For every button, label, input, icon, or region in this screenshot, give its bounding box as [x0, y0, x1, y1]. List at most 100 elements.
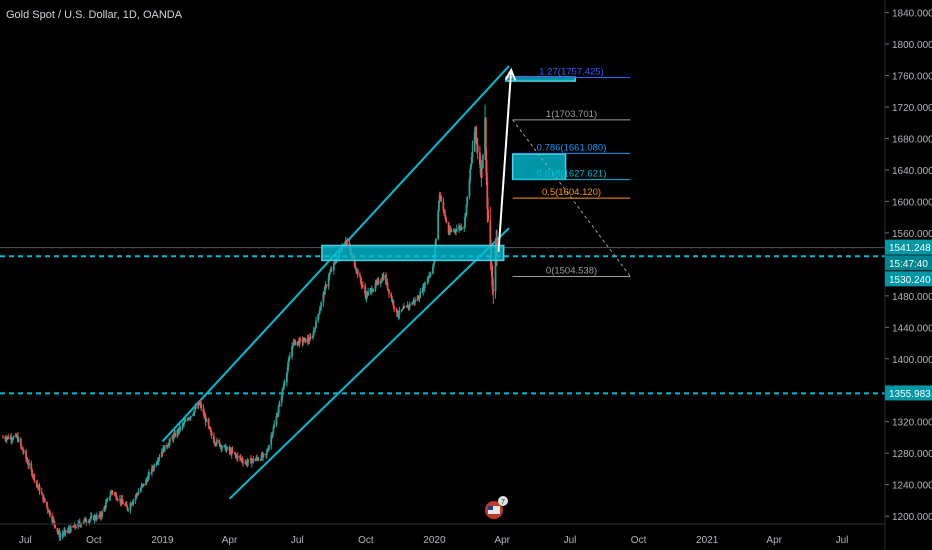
fib-label-4: 0.5(1604.120) [542, 187, 601, 198]
candle-body-10 [12, 436, 15, 440]
candle-body-261 [275, 416, 278, 425]
candle-body-17 [20, 445, 23, 448]
y-tick-label-6: 1440.000 [892, 323, 932, 334]
candle-body-159 [168, 441, 171, 446]
support-zone [321, 244, 505, 262]
candle-body-396 [416, 299, 419, 301]
candle-body-342 [359, 276, 362, 282]
candle-body-96 [103, 507, 106, 512]
candle-body-221 [233, 452, 236, 454]
candle-body-290 [304, 338, 307, 343]
candle-body-356 [374, 282, 377, 290]
candle-body-234 [246, 462, 249, 465]
candle-body-46 [51, 515, 54, 522]
candle-body-148 [157, 461, 159, 463]
candle-body-182 [192, 413, 195, 415]
candle-body-450 [471, 151, 474, 158]
candle-body-15 [17, 438, 20, 442]
rect-zones[interactable] [321, 76, 577, 262]
y-tick-label-0: 1200.000 [892, 512, 932, 523]
candle-body-79 [84, 518, 87, 522]
countdown-label: 15:47:40 [889, 259, 928, 270]
candle-body-23 [26, 460, 29, 464]
candle-body-277 [291, 345, 294, 347]
x-tick-label-3: Apr [222, 535, 238, 546]
fibonacci-levels[interactable]: 1.27(1757.425) 1(1703.701) 0.786(1661.080)… [512, 67, 631, 278]
candle-body-420 [440, 195, 443, 202]
fib-label-5: 0(1504.538) [546, 266, 597, 277]
candle-body-390 [408, 303, 411, 307]
candle-body-175 [184, 419, 187, 422]
candle-body-350 [367, 291, 370, 296]
candle-body-458 [480, 164, 483, 175]
candle-body-412 [432, 263, 435, 267]
candle-body-30 [33, 474, 36, 481]
candle-body-427 [448, 233, 451, 235]
candle-body-327 [344, 242, 346, 245]
candle-body-215 [226, 447, 229, 449]
candle-body-353 [370, 288, 373, 292]
candle-body-460 [481, 155, 484, 169]
candle-body-1 [4, 437, 7, 439]
candle-body-50 [54, 524, 57, 528]
candle-body-71 [77, 522, 80, 528]
candle-body-51 [56, 527, 59, 532]
price-tag-bg-0 [885, 239, 932, 255]
candle-body-118 [125, 504, 128, 507]
price-tag-2: 1355.983 [889, 389, 931, 400]
candle-body-82 [88, 519, 91, 522]
candle-body-243 [256, 457, 258, 459]
candle-body-358 [376, 281, 378, 283]
candle-body-35 [38, 485, 41, 492]
candle-body-267 [281, 389, 284, 397]
candle-body-214 [225, 448, 228, 452]
y-tick-label-16: 1840.000 [892, 9, 932, 20]
flag-icon[interactable]: 7 [485, 496, 508, 519]
candle-body-340 [356, 269, 359, 275]
candle-body-401 [421, 291, 424, 293]
candle-body-147 [156, 462, 159, 464]
candle-body-466 [489, 220, 492, 246]
candle-body-95 [101, 511, 103, 517]
candle-body-131 [139, 488, 142, 492]
projection-arrow[interactable] [497, 67, 517, 252]
candle-body-22 [25, 458, 28, 461]
candle-body-196 [207, 419, 210, 427]
candle-body-210 [221, 446, 223, 449]
candle-body-58 [63, 531, 65, 535]
candle-body-287 [302, 341, 305, 343]
candle-body-240 [252, 458, 255, 462]
candle-body-296 [312, 335, 314, 338]
candle-body-423 [443, 211, 446, 216]
candle-body-298 [313, 328, 316, 331]
candle-body-143 [151, 467, 154, 469]
candle-body-101 [108, 497, 111, 499]
candle-body-16 [19, 438, 22, 446]
candle-body-77 [83, 519, 86, 523]
candle-body-126 [134, 496, 137, 500]
candle-body-42 [46, 506, 49, 511]
candle-body-0 [2, 437, 4, 439]
candle-body-149 [157, 458, 160, 462]
candle-body-268 [282, 387, 285, 390]
candle-body-98 [104, 502, 107, 509]
candle-body-441 [463, 226, 466, 229]
candle-body-336 [353, 256, 356, 267]
candle-body-31 [35, 480, 38, 484]
candle-body-286 [301, 339, 304, 343]
candle-body-257 [271, 436, 273, 438]
candle-body-250 [262, 453, 265, 455]
candle-body-41 [46, 501, 48, 507]
chart-title: Gold Spot / U.S. Dollar, 1D, OANDA [6, 9, 183, 21]
price-tag-bg-2 [885, 385, 932, 401]
x-tick-label-8: Jul [564, 535, 577, 546]
candle-body-419 [439, 194, 442, 196]
candle-body-133 [141, 484, 144, 486]
candle-body-60 [64, 529, 67, 533]
y-tick-label-2: 1280.000 [892, 449, 932, 460]
candle-body-376 [395, 308, 398, 310]
candle-body-446 [468, 180, 471, 197]
candlesticks [2, 104, 498, 541]
candle-body-141 [150, 472, 153, 474]
